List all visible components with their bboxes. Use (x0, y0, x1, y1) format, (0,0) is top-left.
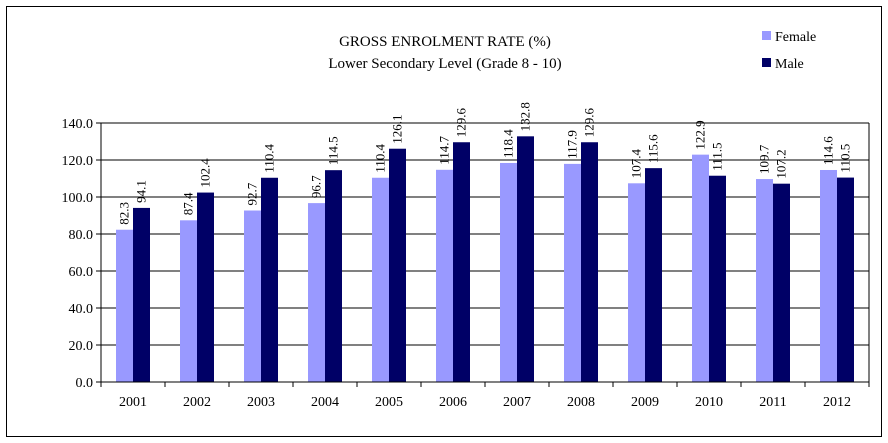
data-label-male: 110.5 (838, 144, 853, 173)
bar-male-2004 (325, 170, 342, 382)
y-tick-label: 40.0 (69, 302, 94, 317)
data-label-female: 114.6 (821, 136, 836, 165)
data-label-male: 129.6 (454, 107, 469, 137)
legend-label-male: Male (775, 57, 804, 72)
x-tick-label: 2003 (247, 395, 275, 410)
bar-male-2005 (389, 148, 406, 382)
x-tick-label: 2010 (695, 395, 723, 410)
bar-male-2012 (837, 177, 854, 382)
bar-female-2008 (564, 163, 581, 382)
x-tick-label: 2007 (503, 395, 531, 410)
data-label-female: 107.4 (629, 149, 644, 179)
legend-label-female: Female (775, 30, 816, 45)
legend-swatch-female (762, 31, 771, 40)
data-label-male: 132.8 (518, 102, 533, 131)
x-tick-label: 2001 (119, 395, 147, 410)
bar-female-2003 (244, 210, 261, 382)
chart-title: GROSS ENROLMENT RATE (%) (339, 34, 551, 50)
data-label-female: 122.9 (693, 120, 708, 149)
x-tick-label: 2008 (567, 395, 595, 410)
x-tick-label: 2011 (759, 395, 786, 410)
y-tick-label: 100.0 (62, 191, 94, 206)
x-tick-label: 2006 (439, 395, 467, 410)
bar-female-2009 (628, 183, 645, 382)
bar-male-2009 (645, 168, 662, 382)
bar-female-2005 (372, 177, 389, 382)
y-axis: 0.0 20.0 40.0 60.0 80.0 100.0 120.0 140.0 (62, 117, 870, 391)
bar-female-2006 (436, 169, 453, 382)
bar-female-2002 (180, 220, 197, 382)
data-label-male: 126.1 (390, 114, 405, 143)
bar-male-2007 (517, 136, 534, 382)
data-label-female: 118.4 (501, 129, 516, 158)
y-tick-label: 0.0 (76, 376, 94, 391)
bar-female-2010 (692, 154, 709, 382)
bar-female-2007 (500, 162, 517, 382)
x-tick-label: 2004 (311, 395, 339, 410)
data-label-female: 96.7 (309, 175, 324, 198)
data-label-male: 94.1 (134, 180, 149, 203)
bar-male-2010 (709, 175, 726, 382)
y-tick-label: 60.0 (69, 265, 94, 280)
data-label-female: 109.7 (757, 144, 772, 174)
data-label-male: 107.2 (774, 149, 789, 178)
y-tick-label: 20.0 (69, 339, 94, 354)
y-tick-label: 80.0 (69, 228, 94, 243)
bar-female-2012 (820, 169, 837, 382)
data-label-male: 110.4 (262, 143, 277, 172)
data-label-female: 92.7 (245, 182, 260, 205)
data-label-female: 82.3 (117, 202, 132, 225)
x-axis: 2001 2002 2003 2004 2005 2006 2007 2008 2009 2010… (100, 381, 870, 410)
x-tick-label: 2005 (375, 395, 403, 410)
x-tick-label: 2002 (183, 395, 211, 410)
data-label-female: 87.4 (181, 192, 196, 215)
data-label-male: 111.5 (710, 142, 725, 170)
data-label-male: 129.6 (582, 107, 597, 137)
bar-male-2003 (261, 177, 278, 382)
bar-male-2008 (581, 142, 598, 382)
data-label-male: 114.5 (326, 136, 341, 165)
bar-male-2001 (133, 207, 150, 382)
legend: Female Male (762, 30, 816, 72)
grid-lines (101, 122, 869, 383)
data-label-female: 117.9 (565, 130, 580, 159)
chart-subtitle: Lower Secondary Level (Grade 8 - 10) (328, 56, 561, 72)
bar-male-2011 (773, 183, 790, 382)
bar-female-2001 (116, 229, 133, 382)
bar-female-2004 (308, 203, 325, 382)
x-tick-label: 2012 (823, 395, 851, 410)
bar-chart: GROSS ENROLMENT RATE (%) Lower Secondary… (62, 30, 870, 410)
y-tick-label: 140.0 (62, 117, 94, 132)
bar-male-2006 (453, 142, 470, 382)
data-label-male: 115.6 (646, 134, 661, 163)
x-tick-label: 2009 (631, 395, 659, 410)
data-label-female: 114.7 (437, 136, 452, 165)
legend-swatch-male (762, 58, 771, 67)
y-tick-label: 120.0 (62, 154, 94, 169)
data-label-female: 110.4 (373, 143, 388, 172)
bar-female-2011 (756, 179, 773, 382)
chart-frame: GROSS ENROLMENT RATE (%) Lower Secondary… (6, 6, 882, 437)
bar-male-2002 (197, 192, 214, 382)
bars-group (116, 136, 854, 382)
data-label-male: 102.4 (198, 158, 213, 188)
